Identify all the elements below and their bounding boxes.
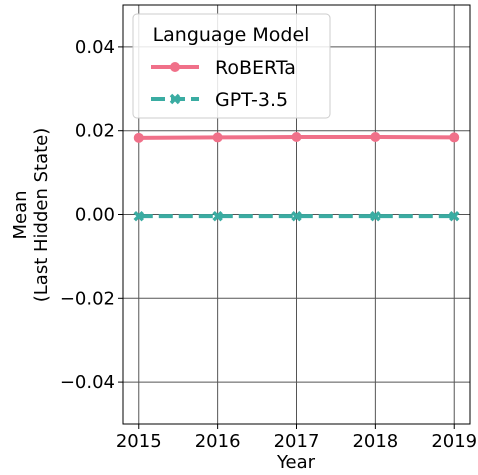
- plot-frame: [122, 4, 471, 425]
- point: [370, 210, 381, 222]
- point-stroke: [370, 210, 381, 222]
- x-tick-label: 2018: [352, 431, 398, 452]
- x-tick-label: 2016: [195, 431, 241, 452]
- y-axis-label: (Last Hidden State): [31, 128, 52, 303]
- y-axis-label: Mean: [10, 190, 31, 239]
- point-stroke: [448, 210, 460, 222]
- point: [448, 210, 460, 222]
- y-tick-label: −0.02: [60, 288, 115, 309]
- y-tick-label: 0.00: [75, 205, 115, 226]
- legend-box: [132, 13, 331, 119]
- point: [212, 210, 223, 222]
- y-tick-label: 0.04: [75, 37, 115, 58]
- point: [133, 132, 144, 143]
- point: [212, 132, 223, 143]
- legend-marker: [170, 62, 180, 72]
- legend-title: Language Model: [153, 24, 310, 46]
- legend-label: RoBERTa: [215, 57, 296, 79]
- x-tick-label: 2019: [431, 431, 477, 452]
- legend-marker: [169, 93, 181, 105]
- legend-marker-stroke: [169, 93, 181, 105]
- point: [291, 210, 302, 222]
- y-tick-label: −0.04: [60, 372, 115, 393]
- point-stroke: [291, 210, 302, 222]
- point: [370, 131, 381, 142]
- point-stroke: [133, 210, 145, 222]
- point-stroke: [212, 210, 223, 222]
- point: [133, 210, 145, 222]
- point: [291, 131, 302, 142]
- x-tick-label: 2015: [116, 431, 162, 452]
- x-axis-label: Year: [276, 452, 316, 473]
- legend-label: GPT-3.5: [215, 89, 288, 111]
- y-tick-label: 0.02: [75, 121, 115, 142]
- point: [449, 132, 460, 143]
- x-tick-label: 2017: [274, 431, 320, 452]
